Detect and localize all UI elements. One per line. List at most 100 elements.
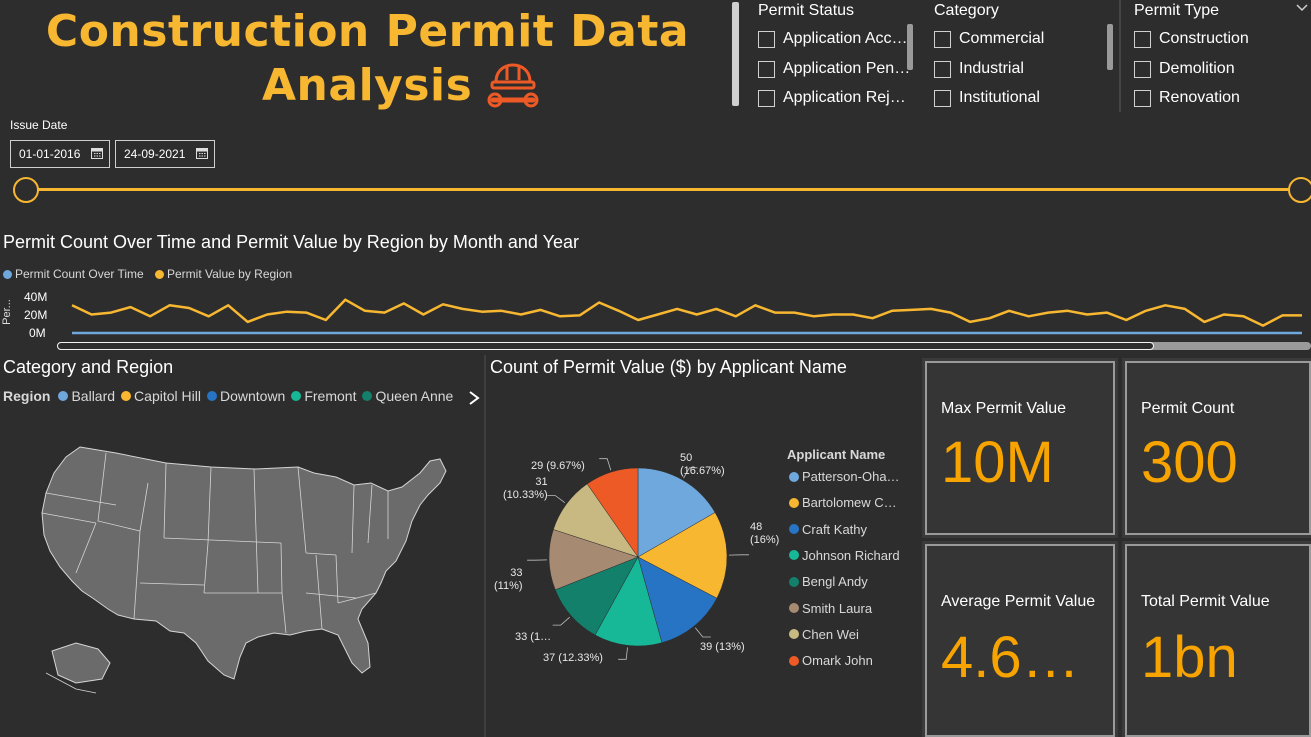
region-legend-item[interactable]: Capitol Hill: [121, 388, 201, 404]
card-label: Max Permit Value: [941, 400, 1067, 417]
legend-label: Permit Count Over Time: [15, 267, 144, 281]
calendar-icon[interactable]: [91, 147, 103, 159]
permit-status-option[interactable]: Application Rej…: [758, 89, 906, 107]
permit-count-card[interactable]: Permit Count 300: [1125, 361, 1311, 535]
left-panel-scrollbar[interactable]: [732, 2, 739, 106]
pie-leader-line: [618, 647, 628, 660]
end-date-input[interactable]: 24-09-2021: [115, 140, 215, 168]
line-chart-plot: [71, 298, 1302, 335]
title-line-2: Analysis: [262, 60, 473, 111]
applicant-legend-item[interactable]: Omark John: [789, 653, 873, 668]
total-permit-card[interactable]: Total Permit Value 1bn: [1125, 544, 1311, 737]
checkbox[interactable]: [758, 60, 775, 78]
pie-data-label: 50 (16.67%): [680, 452, 725, 477]
pie-chart: [527, 458, 749, 660]
checkbox[interactable]: [758, 30, 775, 48]
category-option[interactable]: Institutional: [934, 89, 1040, 107]
date-range-end-handle[interactable]: [1288, 177, 1311, 203]
applicant-legend-item[interactable]: Bartolomew C…: [789, 495, 897, 510]
checkbox[interactable]: [934, 89, 951, 107]
y-tick: 20M: [24, 308, 48, 322]
permit-status-option[interactable]: Application Acc…: [758, 30, 908, 48]
legend-dot: [789, 524, 799, 535]
date-range-slider-track[interactable]: [26, 188, 1300, 191]
category-scrollbar[interactable]: [1107, 24, 1113, 70]
start-date-value: 01-01-2016: [19, 147, 81, 161]
permit-status-title: Permit Status: [758, 2, 855, 19]
applicant-name: Smith Laura: [802, 600, 873, 616]
pie-data-label: 31 (10.33%): [503, 476, 548, 501]
applicant-name: Omark John: [802, 653, 873, 669]
legend-next-arrow-icon[interactable]: [468, 390, 480, 406]
category-option[interactable]: Commercial: [934, 30, 1044, 48]
permit-status-scrollbar[interactable]: [907, 24, 913, 70]
region-legend-item[interactable]: Fremont: [291, 388, 356, 404]
card-label: Permit Count: [1141, 400, 1235, 417]
legend-label: Permit Value by Region: [167, 267, 293, 281]
legend-dot: [155, 269, 164, 279]
chevron-down-icon[interactable]: [1296, 4, 1308, 12]
slicer-divider: [1119, 0, 1121, 112]
calendar-icon[interactable]: [196, 147, 208, 159]
us-map[interactable]: [36, 443, 462, 709]
applicant-legend-item[interactable]: Johnson Richard: [789, 548, 900, 563]
permit-type-title: Permit Type: [1134, 2, 1220, 19]
legend-dot: [789, 550, 799, 561]
legend-permit-count[interactable]: Permit Count Over Time: [3, 267, 144, 281]
end-date-value: 24-09-2021: [124, 147, 186, 161]
legend-permit-value[interactable]: Permit Value by Region: [155, 267, 292, 281]
legend-dot: [121, 391, 132, 401]
checkbox[interactable]: [1134, 30, 1151, 48]
permit-status-option[interactable]: Application Pen…: [758, 60, 910, 78]
hardhat-wrench-icon: [487, 63, 539, 108]
region-legend: Region Ballard Capitol Hill Downtown Fre…: [3, 388, 459, 404]
series-line-permit-value[interactable]: [71, 298, 1302, 327]
horizontal-scrollbar-thumb[interactable]: [57, 342, 1154, 350]
legend-dot: [789, 603, 799, 613]
checkbox[interactable]: [934, 30, 951, 48]
applicant-legend-title: Applicant Name: [787, 447, 886, 462]
applicant-legend-item[interactable]: Smith Laura: [789, 601, 872, 616]
pie-slice[interactable]: [637, 512, 728, 599]
applicant-legend-item[interactable]: Patterson-Oha…: [789, 469, 900, 484]
pie-leader-line: [683, 467, 698, 479]
category-slicer: Category Commercial Industrial Instituti…: [920, 0, 1120, 112]
permit-type-option[interactable]: Renovation: [1134, 89, 1240, 107]
max-permit-card[interactable]: Max Permit Value 10M: [925, 361, 1115, 535]
card-value: 1bn: [1141, 625, 1238, 690]
pie-slice[interactable]: [594, 556, 663, 647]
region-name: Downtown: [219, 388, 286, 404]
applicant-legend-item[interactable]: Bengl Andy: [789, 574, 868, 589]
avg-permit-card[interactable]: Average Permit Value 4.6…: [925, 544, 1115, 737]
region-legend-item[interactable]: Downtown: [206, 388, 286, 404]
pie-data-label: 33 (1…: [515, 631, 552, 643]
applicant-name: Bengl Andy: [802, 574, 868, 590]
date-range-start-handle[interactable]: [13, 177, 39, 203]
category-option[interactable]: Industrial: [934, 60, 1024, 78]
start-date-input[interactable]: 01-01-2016: [10, 140, 110, 168]
region-legend-item[interactable]: Queen Anne: [362, 388, 453, 404]
checkbox[interactable]: [1134, 89, 1151, 107]
option-label: Demolition: [1159, 60, 1235, 77]
option-label: Construction: [1159, 30, 1249, 47]
map-pie-divider: [484, 355, 486, 737]
pie-data-label: 33 (11%): [494, 567, 523, 592]
y-tick: 40M: [24, 290, 48, 304]
pie-slice[interactable]: [637, 556, 718, 644]
applicant-legend-item[interactable]: Chen Wei: [789, 627, 859, 642]
pie-slice[interactable]: [586, 467, 639, 558]
card-value: 10M: [941, 430, 1054, 495]
permit-type-option[interactable]: Demolition: [1134, 60, 1235, 78]
checkbox[interactable]: [758, 89, 775, 107]
pie-data-label: 37 (12.33%): [543, 652, 603, 664]
pie-slice[interactable]: [637, 467, 716, 558]
pie-leader-line: [552, 616, 570, 626]
checkbox[interactable]: [1134, 60, 1151, 78]
option-label: Application Rej…: [783, 89, 906, 106]
title-line-1: Construction Permit Data: [45, 6, 690, 57]
region-legend-item[interactable]: Ballard: [58, 388, 115, 404]
checkbox[interactable]: [934, 60, 951, 78]
applicant-legend-item[interactable]: Craft Kathy: [789, 522, 867, 537]
applicant-name: Chen Wei: [802, 626, 859, 642]
permit-type-option[interactable]: Construction: [1134, 30, 1249, 48]
